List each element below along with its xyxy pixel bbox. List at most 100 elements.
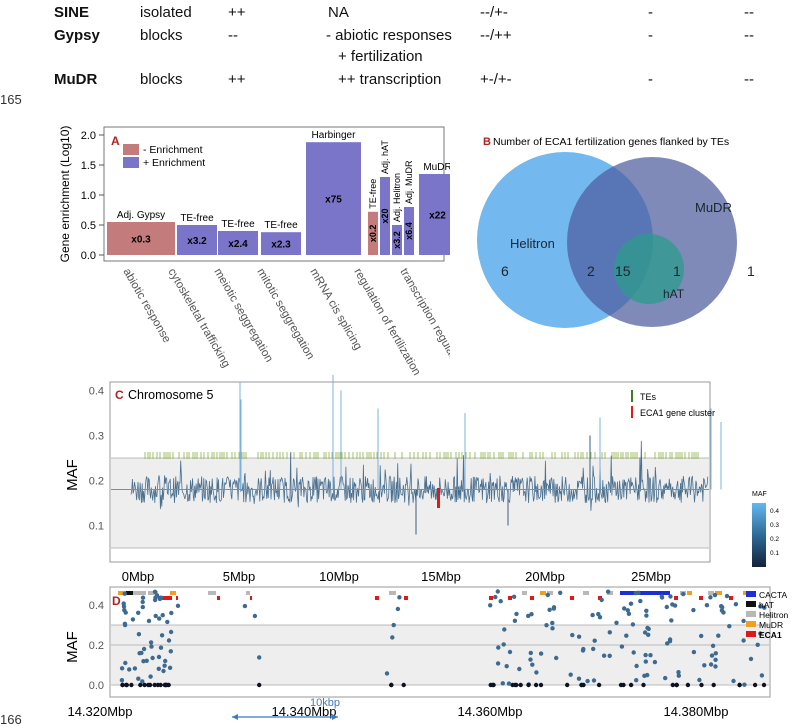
line-number: 166 [0, 712, 22, 727]
snp-point [529, 612, 534, 617]
x-tick-label: 14.360Mbp [457, 704, 522, 719]
snp-point [630, 622, 636, 627]
snp-point [762, 605, 767, 610]
snp-point [554, 655, 559, 661]
x-tick-label: 20Mbp [525, 569, 565, 584]
venn-label-hat: hAT [663, 287, 685, 301]
y-tick-label: 0.1 [89, 521, 104, 533]
te-col4: - [648, 71, 653, 88]
snp-point [631, 650, 636, 655]
snp-point [669, 618, 674, 623]
snp-point [699, 682, 704, 688]
snp-point [585, 678, 590, 684]
legend-label: CACTA [759, 590, 788, 600]
snp-point [646, 632, 651, 637]
snp-point [122, 607, 127, 613]
te-track-mudr [715, 591, 722, 595]
snp-point [581, 682, 586, 688]
te-mode: blocks [140, 71, 183, 88]
snp-point [758, 604, 763, 609]
bar-te-label: Adj. MuDR [404, 160, 414, 204]
snp-point [702, 663, 707, 668]
bar-fold-label: x3.2 [187, 236, 207, 247]
snp-point [127, 667, 132, 672]
legend-swatch [746, 601, 756, 607]
te-col3: +-/+- [480, 71, 512, 88]
y-tick-label: 0.4 [89, 600, 104, 612]
snp-point [162, 682, 167, 688]
snp-point [628, 601, 634, 606]
snp-point [645, 625, 650, 631]
te-col3: --/+- [480, 4, 508, 21]
scale-bar-label: 10kbp [310, 697, 340, 709]
snp-point [395, 606, 401, 612]
category-label: abiotic response [120, 267, 172, 346]
snp-point [628, 682, 634, 688]
te-track-helitron [208, 591, 216, 595]
te-track-mudr [170, 591, 176, 595]
te-track-eca1 [508, 596, 512, 600]
bar-fold-label: x0.3 [131, 235, 151, 246]
snp-point [719, 608, 725, 613]
x-tick-label: 25Mbp [631, 569, 671, 584]
snp-point [391, 622, 396, 628]
te-name: Gypsy [54, 27, 100, 44]
y-axis-label: MAF [64, 631, 81, 663]
y-tick-label: 2.0 [81, 130, 96, 142]
scale-bar-left-arrow [232, 714, 238, 720]
snp-point [727, 624, 732, 629]
snp-point [510, 682, 515, 688]
snp-point [136, 610, 141, 615]
snp-point [591, 646, 596, 652]
snp-point [759, 673, 765, 678]
panel-c-chart: 0.10.20.30.40.5 0Mbp5Mbp10Mbp15Mbp20Mbp2… [64, 375, 779, 584]
bar-te-label: Adj. Gypsy [117, 210, 165, 221]
snp-point [642, 673, 647, 678]
bar-fold-label: x6.4 [404, 222, 414, 240]
snp-point [601, 653, 607, 658]
snp-point [643, 652, 648, 658]
snp-point [622, 606, 627, 611]
te-track-eca1 [162, 596, 172, 600]
y-tick-label: 0.0 [89, 680, 104, 692]
snp-point [634, 678, 639, 683]
te-track-helitron [583, 591, 589, 595]
snp-point [614, 620, 619, 625]
snp-point [761, 682, 767, 688]
snp-point [648, 653, 653, 658]
snp-point [169, 610, 174, 616]
panel-letter: C [115, 388, 124, 402]
snp-point [150, 655, 155, 661]
bar-te-label: TE-free [221, 219, 255, 230]
snp-point [691, 649, 697, 655]
bar-fold-label: x2.3 [271, 240, 291, 251]
bar-fold-label: x75 [325, 195, 342, 206]
snp-point [142, 682, 147, 688]
bar-fold-label: x22 [429, 211, 446, 222]
te-track-eca1 [250, 596, 252, 600]
venn-title: Number of ECA1 fertilization genes flank… [493, 136, 729, 148]
y-tick-label: 0.4 [89, 386, 104, 398]
snp-point [596, 611, 601, 617]
snp-point [149, 644, 154, 649]
snp-point [121, 604, 127, 609]
snp-point [676, 670, 681, 675]
te-track-eca1 [489, 596, 493, 600]
te-track-helitron [148, 591, 158, 595]
te-track-helitron [607, 591, 613, 595]
snp-point [397, 595, 402, 600]
snp-point [153, 613, 158, 619]
panel-d-chart: 0.0 0.2 0.4 14.320Mbp 14.340Mbp 14.360Mbp 14.… [64, 586, 789, 720]
panel-letter: B [483, 136, 491, 148]
snp-point [708, 595, 713, 600]
snp-point [748, 656, 754, 662]
te-track-helitron [708, 591, 714, 595]
enrichment-bar [368, 211, 378, 255]
bar-te-label: MuDR [423, 162, 450, 173]
venn-count-all: 15 [615, 263, 631, 279]
colorbar-title: MAF [752, 491, 767, 498]
te-col1: -- [228, 27, 238, 44]
legend-label: Helitron [759, 610, 789, 620]
snp-point [140, 679, 145, 684]
snp-point [526, 682, 531, 688]
